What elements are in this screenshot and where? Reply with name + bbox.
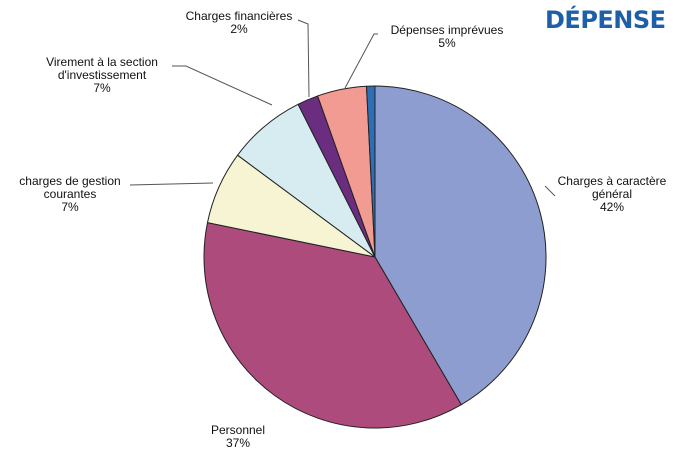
pie-slice-1 — [374, 85, 547, 406]
slice-label-6: Dépenses imprévues 5% — [391, 23, 504, 50]
leader-line-4 — [172, 65, 273, 106]
slice-label-2: Personnel 37% — [211, 423, 265, 450]
slice-label-5: Charges financières 2% — [186, 9, 293, 36]
slice-labels: Charges à caractère général 42% Personnel 37… — [19, 9, 666, 450]
slice-label-4: Virement à la section d'investissement 7% — [46, 55, 158, 95]
pie-slices — [203, 85, 547, 429]
page-heading: DÉPENSE — [545, 6, 666, 34]
leader-line-5 — [297, 19, 310, 98]
leader-line-1 — [544, 185, 556, 197]
pie-slice-7 — [365, 85, 376, 258]
leader-lines — [129, 19, 556, 197]
leader-line-6 — [344, 33, 378, 89]
pie-slice-2 — [203, 222, 462, 429]
slice-label-1: Charges à caractère général 42% — [558, 174, 667, 214]
leader-line-3 — [129, 182, 214, 186]
slice-label-3: charges de gestion courantes 7% — [19, 174, 120, 214]
